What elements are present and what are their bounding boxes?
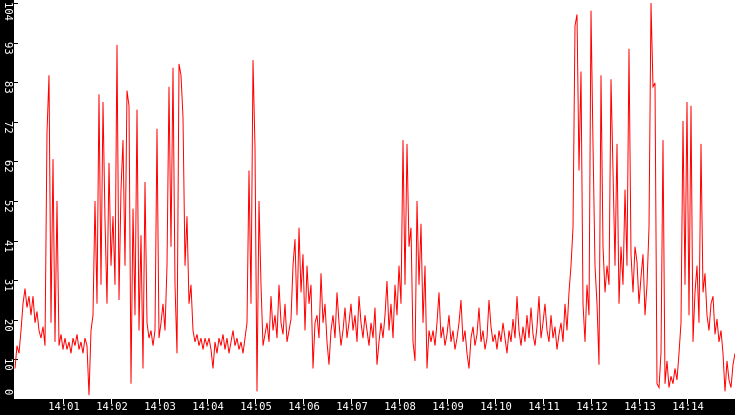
data-series-line	[14, 2, 735, 396]
y-tick	[14, 43, 18, 44]
x-tick	[303, 399, 304, 404]
y-tick	[14, 201, 18, 202]
x-tick-label: 14:09	[432, 401, 464, 413]
y-tick-label: 52	[2, 200, 14, 213]
x-tick-label: 14:01	[48, 401, 80, 413]
x-tick	[207, 399, 208, 404]
y-tick	[14, 320, 18, 321]
y-tick-label: 0	[2, 389, 14, 396]
x-tick	[543, 399, 544, 404]
y-tick	[14, 280, 18, 281]
x-tick-label: 14:05	[240, 401, 272, 413]
x-tick	[63, 399, 64, 404]
y-tick-label: 104	[2, 2, 14, 21]
y-tick	[14, 241, 18, 242]
y-tick-label: 20	[2, 319, 14, 332]
x-tick	[159, 399, 160, 404]
y-tick	[14, 82, 18, 83]
x-tick	[255, 399, 256, 404]
x-tick	[687, 399, 688, 404]
x-tick	[351, 399, 352, 404]
x-tick-label: 14:06	[288, 401, 320, 413]
x-tick-label: 14:04	[192, 401, 224, 413]
x-tick	[639, 399, 640, 404]
x-tick-label: 14:10	[480, 401, 512, 413]
x-tick	[591, 399, 592, 404]
x-tick	[111, 399, 112, 404]
y-tick-label: 31	[2, 279, 14, 292]
y-tick-label: 10	[2, 358, 14, 371]
y-tick-label: 83	[2, 81, 14, 94]
y-axis-band	[0, 0, 14, 415]
y-tick-label: 72	[2, 121, 14, 134]
x-tick-label: 14:07	[336, 401, 368, 413]
y-tick-label: 41	[2, 240, 14, 253]
x-tick	[399, 399, 400, 404]
x-tick-label: 14:02	[96, 401, 128, 413]
y-tick	[14, 3, 18, 4]
x-tick-label: 14:08	[384, 401, 416, 413]
x-tick-label: 14:12	[576, 401, 608, 413]
y-tick	[14, 122, 18, 123]
y-tick-label: 62	[2, 160, 14, 173]
x-tick-label: 14:14	[672, 401, 704, 413]
y-tick	[14, 161, 18, 162]
x-tick-label: 14:11	[528, 401, 560, 413]
x-tick-label: 14:13	[624, 401, 656, 413]
x-tick	[495, 399, 496, 404]
x-tick-label: 14:03	[144, 401, 176, 413]
x-tick	[447, 399, 448, 404]
x-axis-band	[0, 399, 735, 415]
y-tick-label: 93	[2, 42, 14, 55]
